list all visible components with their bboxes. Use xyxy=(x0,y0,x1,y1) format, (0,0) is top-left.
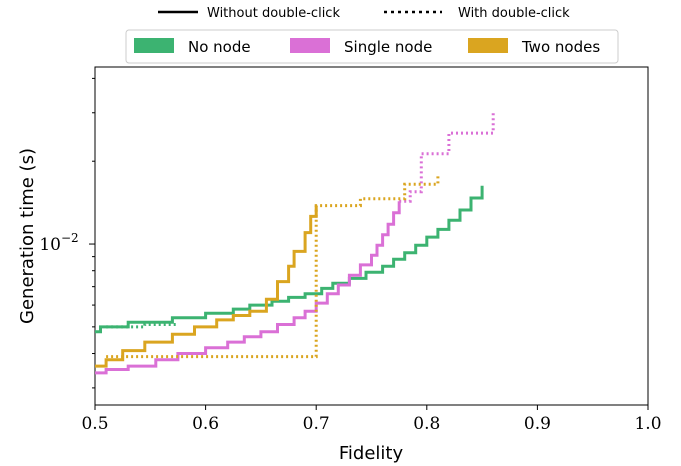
legend-solid-label: Without double-click xyxy=(207,6,340,21)
series-line-no_node-dotted xyxy=(106,323,178,329)
x-axis-label: Fidelity xyxy=(339,443,404,464)
axis-ticks: 0.5 0.6 0.7 0.8 0.9 1.0 10−2 xyxy=(39,77,662,434)
plot-frame xyxy=(94,66,649,406)
legend-swatch-single-node xyxy=(290,38,330,53)
x-tick-label: 0.6 xyxy=(192,414,219,434)
y-tick-label: 10−2 xyxy=(39,231,78,255)
chart-marks xyxy=(95,113,495,375)
x-tick-label: 0.9 xyxy=(524,414,551,434)
series-line-two_nodes-dotted xyxy=(106,173,440,359)
series-line-single_node-solid xyxy=(95,201,401,375)
x-tick-label: 0.7 xyxy=(303,414,330,434)
x-tick-label: 0.5 xyxy=(81,414,108,434)
legend-swatch-no-node xyxy=(134,38,174,53)
series-legend: No node Single node Two nodes xyxy=(125,29,619,64)
legend-label-no-node: No node xyxy=(188,38,251,56)
legend-label-two-nodes: Two nodes xyxy=(521,38,600,56)
x-tick-label: 1.0 xyxy=(634,414,661,434)
style-legend: Without double-click With double-click xyxy=(158,6,570,21)
series-line-no_node-solid xyxy=(95,185,484,334)
legend-swatch-two-nodes xyxy=(468,38,508,53)
series-line-single_node-dotted xyxy=(399,113,495,203)
legend-dotted-label: With double-click xyxy=(458,6,570,21)
x-tick-label: 0.8 xyxy=(413,414,440,434)
series-line-two_nodes-solid xyxy=(95,205,318,368)
y-axis-label: Generation time (s) xyxy=(17,148,38,324)
legend-label-single-node: Single node xyxy=(344,38,432,56)
